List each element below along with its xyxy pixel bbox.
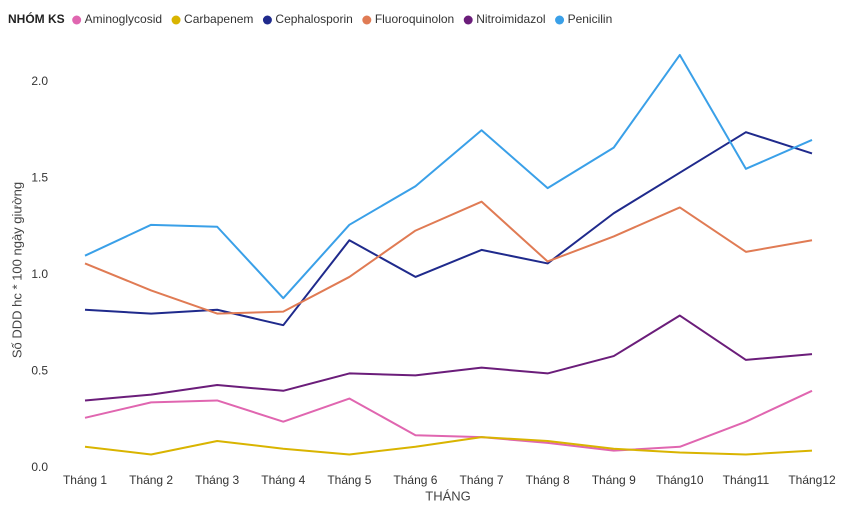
y-tick-label: 0.5 (31, 364, 48, 378)
y-tick-label: 2.0 (31, 74, 48, 88)
x-tick-label: Tháng 6 (393, 473, 437, 487)
x-tick-label: Tháng 8 (526, 473, 570, 487)
x-tick-label: Tháng11 (723, 473, 770, 487)
x-tick-label: Tháng 4 (261, 473, 305, 487)
series-line (84, 200, 813, 315)
series-line (84, 389, 813, 452)
legend-marker (72, 15, 82, 25)
x-tick-label: Tháng 2 (129, 473, 173, 487)
legend-marker (555, 15, 565, 25)
legend-title: NHÓM KS (8, 11, 65, 26)
legend-marker (171, 15, 181, 25)
x-tick-label: Tháng 1 (63, 473, 107, 487)
legend-label: Penicilin (568, 12, 613, 26)
y-axis-title: Số DDD hc * 100 ngày giường (9, 182, 24, 358)
legend-marker (362, 15, 372, 25)
y-tick-label: 0.0 (31, 460, 48, 474)
series-line (84, 131, 813, 327)
series-line (84, 436, 813, 456)
x-tick-label: Tháng10 (656, 473, 704, 487)
x-axis-title: THÁNG (425, 488, 471, 503)
x-tick-label: Tháng 9 (592, 473, 636, 487)
legend-marker (262, 15, 272, 25)
legend-label: Carbapenem (184, 12, 253, 26)
y-tick-label: 1.0 (31, 267, 48, 281)
legend-label: Aminoglycosid (85, 12, 162, 26)
x-tick-label: Tháng 5 (327, 473, 371, 487)
legend-label: Nitroimidazol (476, 12, 545, 26)
legend-label: Cephalosporin (275, 12, 352, 26)
legend-label: Fluoroquinolon (375, 12, 454, 26)
x-tick-label: Tháng12 (788, 473, 836, 487)
x-tick-label: Tháng 3 (195, 473, 239, 487)
y-tick-label: 1.5 (31, 171, 48, 185)
series-line (84, 314, 813, 402)
series-line (84, 53, 813, 300)
x-tick-label: Tháng 7 (460, 473, 504, 487)
legend-marker (463, 15, 473, 25)
